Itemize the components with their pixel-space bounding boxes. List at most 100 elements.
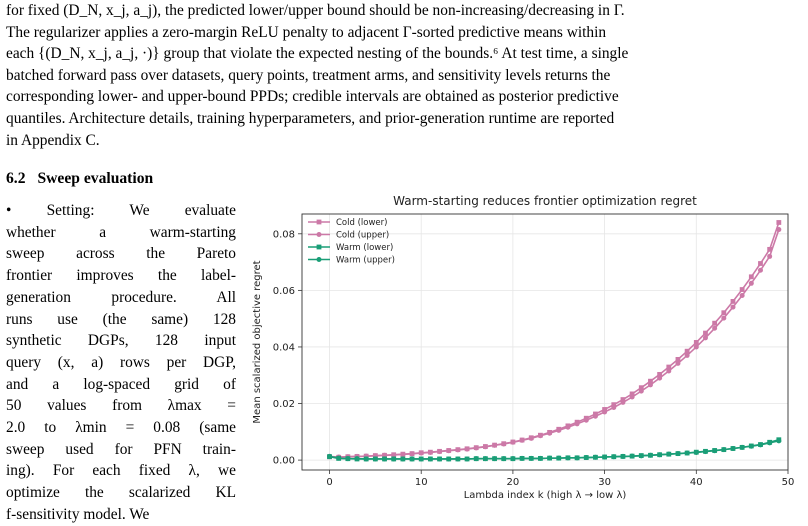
data-point xyxy=(776,227,782,233)
data-point xyxy=(638,385,644,391)
data-point xyxy=(666,368,672,374)
data-point xyxy=(482,444,488,450)
x-tick-label: 50 xyxy=(782,477,795,488)
x-tick-label: 30 xyxy=(598,477,611,488)
legend-label: Warm (upper) xyxy=(336,256,395,266)
data-point xyxy=(684,450,690,456)
data-point xyxy=(409,451,415,457)
column-line: 50 values from λmax = xyxy=(6,397,236,415)
data-point xyxy=(648,378,653,384)
data-point xyxy=(382,456,388,462)
data-point xyxy=(748,280,754,286)
data-point xyxy=(446,448,452,454)
data-point xyxy=(675,360,681,366)
data-point xyxy=(602,407,608,412)
legend-marker xyxy=(316,244,322,250)
data-point xyxy=(556,427,562,433)
data-point xyxy=(693,449,699,455)
section-number: 6.2 xyxy=(6,170,26,187)
data-point xyxy=(492,442,498,448)
data-point xyxy=(776,438,782,444)
column-line: ing). For each fixed λ, we xyxy=(6,462,236,480)
paragraph-line: quantiles. Architecture details, trainin… xyxy=(6,109,615,127)
data-point xyxy=(712,320,718,326)
legend-marker xyxy=(316,232,322,237)
data-point xyxy=(684,352,690,358)
data-point xyxy=(739,292,745,298)
data-point xyxy=(574,455,580,461)
data-point xyxy=(620,397,626,402)
data-point xyxy=(418,456,424,462)
section-title: Sweep evaluation xyxy=(37,170,154,187)
data-point xyxy=(519,437,525,443)
data-point xyxy=(455,447,461,453)
data-point xyxy=(464,456,470,462)
y-axis-label: Mean scalarized objective regret xyxy=(252,260,263,423)
data-point xyxy=(565,455,571,461)
intro-paragraph: for fixed (D_N, x_j, a_j), the predicted… xyxy=(6,0,802,151)
data-point xyxy=(382,452,388,458)
data-point xyxy=(547,455,553,461)
data-point xyxy=(657,371,663,377)
column-line: sweep across the Pareto xyxy=(6,245,236,263)
data-point xyxy=(702,449,708,455)
data-point xyxy=(510,439,516,445)
column-line: whether a warm-starting xyxy=(6,223,236,241)
column-line: 2.0 to λmin = 0.08 (same xyxy=(6,419,236,437)
series-line xyxy=(329,229,780,458)
data-point xyxy=(427,456,433,462)
section-heading: 6.2 Sweep evaluation xyxy=(6,170,153,188)
x-tick-label: 40 xyxy=(690,477,703,488)
data-point xyxy=(620,453,626,459)
data-point xyxy=(703,330,708,336)
legend-label: Cold (lower) xyxy=(336,218,387,228)
data-point xyxy=(666,364,672,370)
data-point xyxy=(418,450,424,456)
data-point xyxy=(657,375,663,381)
column-line: optimize the scalarized KL xyxy=(6,484,236,502)
paragraph-line: for fixed (D_N, x_j, a_j), the predicted… xyxy=(6,2,625,19)
data-point xyxy=(611,454,617,460)
data-point xyxy=(537,433,543,439)
y-tick-label: 0.08 xyxy=(273,229,295,240)
data-point xyxy=(372,456,378,462)
data-point xyxy=(638,453,644,459)
y-tick-label: 0.02 xyxy=(273,399,295,410)
data-point xyxy=(464,446,470,452)
data-point xyxy=(473,445,479,451)
data-point xyxy=(620,399,626,405)
data-point xyxy=(547,430,553,436)
data-point xyxy=(592,413,598,419)
data-point xyxy=(739,287,745,292)
column-line: generation procedure. All xyxy=(6,288,236,306)
data-point xyxy=(400,451,406,457)
data-point xyxy=(583,417,589,423)
y-tick-label: 0.00 xyxy=(273,456,295,467)
legend-label: Cold (upper) xyxy=(336,231,389,241)
column-line: runs use (the same) 128 xyxy=(6,310,236,328)
data-point xyxy=(629,394,635,400)
paragraph-line: each {(D_N, x_j, a_j, ·)} group that vio… xyxy=(6,45,629,63)
data-point xyxy=(565,424,571,430)
series-line xyxy=(329,222,780,459)
data-point xyxy=(629,391,635,397)
data-point xyxy=(363,456,369,462)
legend-marker xyxy=(316,219,322,225)
y-tick-label: 0.06 xyxy=(273,286,295,297)
data-point xyxy=(492,456,498,462)
column-line: sweep used for PFN train- xyxy=(6,440,236,458)
data-point xyxy=(730,446,736,452)
series-line xyxy=(329,440,779,460)
data-point xyxy=(702,335,708,341)
data-point xyxy=(748,443,754,449)
data-point xyxy=(409,456,415,462)
data-point xyxy=(767,253,773,259)
y-tick-label: 0.04 xyxy=(273,342,295,353)
data-point xyxy=(400,456,406,462)
data-point xyxy=(427,449,433,455)
data-point xyxy=(437,456,443,462)
data-point xyxy=(455,456,461,462)
data-point xyxy=(537,455,543,461)
data-point xyxy=(602,454,608,460)
data-point xyxy=(354,456,360,462)
